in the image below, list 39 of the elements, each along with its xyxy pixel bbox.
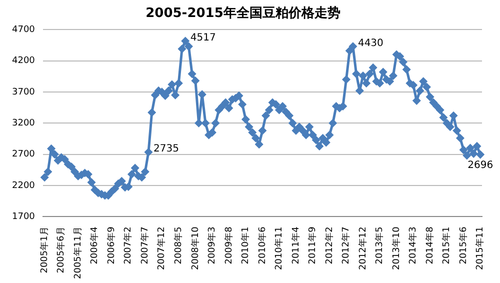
y-tick-label: 2700 xyxy=(12,150,36,160)
x-tick-label: 2009年3 xyxy=(206,226,218,264)
x-tick-label: 2011年9 xyxy=(307,226,318,264)
y-tick-label: 3700 xyxy=(12,87,36,98)
x-tick-label: 2012年7 xyxy=(340,226,352,264)
x-tick-label: 2008年5 xyxy=(173,226,184,264)
x-tick-label: 2005年11月 xyxy=(72,226,84,280)
data-label: 2735 xyxy=(153,144,179,155)
x-tick-label: 2005年6月 xyxy=(56,226,67,274)
x-tick-label: 2015年11 xyxy=(474,226,486,270)
x-tick-label: 2015年1 xyxy=(441,226,452,264)
x-tick-label: 2007年12 xyxy=(156,226,168,270)
x-tick-label: 2011年4 xyxy=(290,226,302,264)
x-tick-label: 2013年10 xyxy=(390,226,402,270)
x-tick-label: 2010年1 xyxy=(240,226,252,264)
x-tick-label: 2008年10 xyxy=(190,226,201,270)
x-tick-label: 2013年5 xyxy=(374,226,386,264)
x-tick-label: 2010年11 xyxy=(274,226,285,270)
chart-title: 2005-2015年全国豆粕价格走势 xyxy=(146,5,340,22)
data-label: 4430 xyxy=(358,38,384,50)
data-label: 2696 xyxy=(468,160,494,172)
x-tick-label: 2012年2 xyxy=(324,226,335,264)
y-tick-label: 3200 xyxy=(12,118,36,128)
x-tick-label: 2010年6 xyxy=(256,226,268,264)
x-tick-label: 2006年4 xyxy=(89,226,100,264)
x-tick-label: 2007年2 xyxy=(122,226,134,264)
y-tick-label: 4200 xyxy=(12,56,36,66)
x-tick-label: 2009年8 xyxy=(223,226,234,264)
x-tick-label: 2015年6 xyxy=(458,226,469,264)
y-tick-label: 4700 xyxy=(12,24,36,35)
y-tick-label: 2200 xyxy=(12,180,36,191)
x-tick-label: 2014年3 xyxy=(408,226,419,264)
data-label: 4517 xyxy=(190,32,216,44)
x-tick-label: 2014年8 xyxy=(424,226,436,264)
x-tick-label: 2007年7 xyxy=(139,226,150,264)
y-tick-label: 1700 xyxy=(12,212,36,222)
x-tick-label: 2005年1月 xyxy=(38,226,50,274)
x-tick-label: 2006年9 xyxy=(106,226,117,264)
x-tick-label: 2012年12 xyxy=(357,226,368,270)
